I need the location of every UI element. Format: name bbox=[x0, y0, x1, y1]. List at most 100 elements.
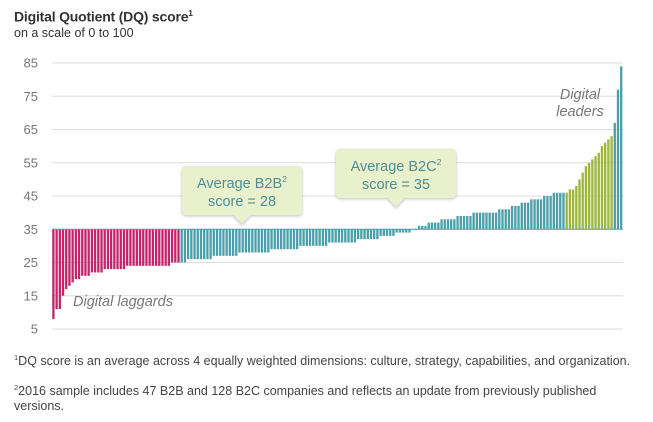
bar bbox=[453, 219, 456, 230]
bar bbox=[158, 229, 161, 266]
callout-b2c-value: score = 35 bbox=[361, 176, 431, 193]
bar bbox=[597, 152, 600, 230]
bar bbox=[100, 229, 103, 273]
bar bbox=[578, 179, 581, 230]
bar bbox=[109, 229, 113, 270]
bar bbox=[251, 229, 254, 253]
bar bbox=[398, 229, 402, 233]
bar bbox=[302, 229, 305, 246]
bar bbox=[520, 202, 523, 230]
bar bbox=[552, 192, 555, 230]
chart-subtitle: on a scale of 0 to 100 bbox=[14, 26, 134, 40]
bar bbox=[58, 229, 61, 310]
bar bbox=[52, 229, 55, 320]
bar bbox=[392, 229, 395, 236]
bar bbox=[607, 139, 610, 230]
bar bbox=[331, 229, 334, 243]
bar bbox=[129, 229, 132, 266]
bar bbox=[116, 229, 119, 270]
bar bbox=[215, 229, 219, 256]
bar bbox=[430, 222, 434, 230]
bar bbox=[206, 229, 209, 260]
bar bbox=[212, 229, 215, 256]
bar bbox=[161, 229, 164, 266]
bar bbox=[203, 229, 206, 260]
bar bbox=[401, 229, 405, 233]
bar bbox=[267, 229, 270, 253]
bar bbox=[289, 229, 292, 250]
footnote-2: 22016 sample includes 47 B2B and 128 B2C… bbox=[14, 383, 597, 414]
bar bbox=[514, 205, 517, 230]
bar bbox=[356, 229, 360, 240]
laggards-label: Digital laggards bbox=[73, 294, 173, 310]
bar bbox=[122, 229, 126, 270]
bar bbox=[318, 229, 321, 246]
bar bbox=[591, 159, 594, 230]
bar bbox=[334, 229, 337, 243]
bar bbox=[280, 229, 283, 250]
bar bbox=[90, 229, 94, 273]
bar bbox=[103, 229, 106, 270]
bar bbox=[241, 229, 244, 253]
bar bbox=[228, 229, 231, 256]
bar bbox=[369, 229, 373, 240]
bar bbox=[270, 229, 273, 250]
bar bbox=[613, 122, 616, 230]
bar bbox=[315, 229, 318, 246]
bar bbox=[180, 229, 183, 263]
bar bbox=[533, 199, 536, 230]
bar bbox=[219, 229, 222, 256]
bar bbox=[421, 225, 424, 230]
bar bbox=[456, 215, 459, 230]
bar bbox=[600, 146, 604, 230]
bar bbox=[437, 222, 440, 230]
bar bbox=[385, 229, 389, 236]
bar bbox=[620, 66, 623, 230]
bar bbox=[263, 229, 267, 253]
bar bbox=[196, 229, 199, 260]
bar bbox=[286, 229, 289, 250]
bar bbox=[482, 212, 485, 230]
bar bbox=[353, 229, 357, 243]
bar bbox=[305, 229, 308, 246]
bar bbox=[517, 205, 520, 230]
bar bbox=[379, 229, 382, 236]
bar bbox=[340, 229, 344, 243]
bar bbox=[433, 222, 437, 230]
bar bbox=[350, 229, 353, 243]
bar bbox=[170, 229, 174, 263]
bar bbox=[450, 219, 453, 230]
bar bbox=[523, 202, 527, 230]
y-tick-label: 45 bbox=[24, 189, 38, 204]
bar bbox=[222, 229, 225, 256]
bar bbox=[186, 229, 190, 260]
bar bbox=[616, 89, 620, 230]
bar bbox=[555, 192, 559, 230]
bar bbox=[546, 196, 549, 230]
bar bbox=[344, 229, 347, 243]
bar bbox=[395, 229, 398, 233]
bar bbox=[510, 205, 514, 230]
bar bbox=[587, 162, 591, 230]
bar bbox=[135, 229, 138, 266]
bar bbox=[154, 229, 158, 266]
bar bbox=[113, 229, 116, 270]
bar bbox=[417, 225, 421, 230]
bar bbox=[296, 229, 299, 250]
y-tick-label: 55 bbox=[24, 155, 38, 170]
bar bbox=[312, 229, 315, 246]
bar bbox=[366, 229, 369, 240]
bar bbox=[478, 212, 482, 230]
callout-b2b-label: Average B2B bbox=[196, 175, 283, 192]
bar bbox=[68, 229, 71, 286]
y-tick-label: 25 bbox=[24, 255, 38, 270]
bar bbox=[321, 229, 325, 246]
callout-average-b2c: Average B2C2 score = 35 bbox=[336, 149, 456, 207]
bar bbox=[443, 219, 446, 230]
bar bbox=[498, 209, 501, 230]
bar bbox=[494, 212, 498, 230]
bar bbox=[604, 142, 607, 230]
bar bbox=[472, 212, 475, 230]
bar bbox=[142, 229, 145, 266]
chart-title: Digital Quotient (DQ) score1 bbox=[14, 8, 193, 25]
